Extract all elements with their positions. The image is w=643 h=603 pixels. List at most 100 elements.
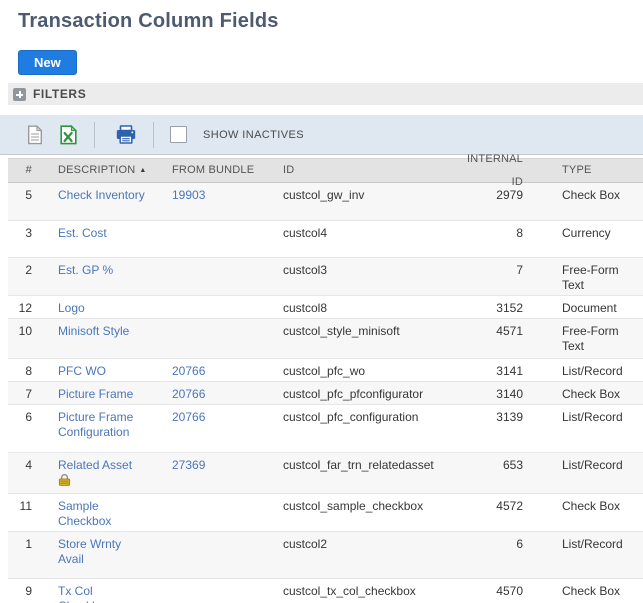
internal-id-cell: 3141	[496, 364, 523, 378]
csv-export-icon[interactable]	[27, 124, 43, 145]
expand-plus-icon[interactable]	[13, 87, 26, 101]
id-cell: custcol_pfc_pfconfigurator	[283, 387, 424, 401]
line-number: 7	[25, 387, 32, 401]
from-bundle-cell	[165, 532, 275, 539]
description-link[interactable]: Sample Checkbox	[58, 499, 112, 528]
id-cell: custcol3	[283, 263, 328, 277]
description-link[interactable]: Picture Frame Configuration	[58, 410, 134, 439]
type-cell: List/Record	[562, 410, 623, 424]
toolbar-separator	[94, 121, 95, 148]
from-bundle-cell	[165, 494, 275, 501]
description-cell: Check Inventory	[50, 183, 165, 205]
header-id[interactable]: ID	[283, 164, 295, 176]
internal-id-cell: 3140	[496, 387, 523, 401]
table-row: 10 Minisoft Style custcol_style_minisoft…	[8, 319, 643, 359]
table-row: 6 Picture Frame Configuration 20766 cust…	[8, 405, 643, 453]
header-from-bundle[interactable]: FROM BUNDLE	[172, 164, 255, 176]
description-cell: Picture Frame Configuration	[50, 405, 165, 442]
description-link[interactable]: PFC WO	[58, 364, 106, 378]
table-header-row: # DESCRIPTION ▲ FROM BUNDLE ID INTERNAL I…	[8, 153, 643, 188]
from-bundle-cell: 20766	[165, 359, 275, 381]
id-cell: custcol_style_minisoft	[283, 324, 400, 338]
bundle-link[interactable]: 27369	[172, 458, 206, 472]
description-cell: Sample Checkbox	[50, 494, 165, 531]
header-internal-id[interactable]: INTERNAL ID	[467, 152, 523, 188]
description-link[interactable]: Check Inventory	[58, 188, 145, 202]
description-link[interactable]: Minisoft Style	[58, 324, 130, 338]
description-cell: PFC WO	[50, 359, 165, 381]
description-cell: Picture Frame	[50, 382, 165, 404]
from-bundle-cell	[165, 258, 275, 265]
toolbar-separator	[153, 121, 154, 148]
line-number: 6	[25, 410, 32, 424]
table-row: 3 Est. Cost custcol4 8 Currency	[8, 221, 643, 258]
show-inactives-checkbox[interactable]	[170, 126, 187, 143]
from-bundle-cell	[165, 319, 275, 326]
line-number: 12	[18, 301, 32, 315]
id-cell: custcol_pfc_configuration	[283, 410, 419, 424]
type-cell: Currency	[562, 226, 611, 240]
line-number: 1	[25, 537, 32, 551]
line-number: 11	[19, 499, 32, 513]
type-cell: List/Record	[562, 537, 623, 551]
type-cell: List/Record	[562, 458, 623, 472]
description-cell: Logo	[50, 296, 165, 318]
id-cell: custcol_gw_inv	[283, 188, 365, 202]
internal-id-cell: 653	[502, 458, 523, 472]
from-bundle-cell	[165, 221, 275, 228]
bundle-link[interactable]: 20766	[172, 364, 206, 378]
type-cell: Check Box	[562, 584, 621, 598]
lock-icon	[58, 474, 146, 486]
printer-icon[interactable]	[116, 125, 136, 144]
type-cell: Document	[562, 301, 617, 315]
internal-id-cell: 4572	[496, 499, 523, 513]
line-number: 5	[25, 188, 32, 202]
description-link[interactable]: Est. GP %	[58, 263, 114, 277]
description-cell: Est. GP %	[50, 258, 165, 280]
description-link[interactable]: Est. Cost	[58, 226, 107, 240]
table-row: 12 Logo custcol8 3152 Document	[8, 296, 643, 319]
toolbar: SHOW INACTIVES	[0, 115, 643, 155]
filters-bar[interactable]: FILTERS	[8, 83, 643, 105]
bundle-link[interactable]: 20766	[172, 410, 206, 424]
table-row: 7 Picture Frame 20766 custcol_pfc_pfconf…	[8, 382, 643, 405]
description-link[interactable]: Related Asset	[58, 458, 133, 472]
transaction-column-fields-table: # DESCRIPTION ▲ FROM BUNDLE ID INTERNAL I…	[8, 153, 643, 603]
description-cell: Est. Cost	[50, 221, 165, 243]
new-button[interactable]: New	[18, 50, 77, 75]
description-link[interactable]: Tx Col Checkbox	[58, 584, 111, 603]
description-cell: Minisoft Style	[50, 319, 165, 341]
description-cell: Store Wrnty Avail	[50, 532, 165, 569]
line-number: 4	[25, 458, 32, 472]
internal-id-cell: 3139	[496, 410, 523, 424]
id-cell: custcol_sample_checkbox	[283, 499, 424, 513]
description-link[interactable]: Picture Frame	[58, 387, 134, 401]
type-cell: Check Box	[562, 188, 621, 202]
description-link[interactable]: Logo	[58, 301, 85, 315]
table-row: 11 Sample Checkbox custcol_sample_checkb…	[8, 494, 643, 532]
description-link[interactable]: Store Wrnty Avail	[58, 537, 122, 566]
from-bundle-cell	[165, 296, 275, 303]
show-inactives-label: SHOW INACTIVES	[203, 128, 304, 141]
id-cell: custcol_tx_col_checkbox	[283, 584, 416, 598]
line-number: 8	[25, 364, 32, 378]
line-number: 10	[18, 324, 32, 338]
filters-label: FILTERS	[33, 87, 87, 101]
bundle-link[interactable]: 20766	[172, 387, 206, 401]
header-type[interactable]: TYPE	[562, 164, 592, 176]
page-title: Transaction Column Fields	[18, 10, 279, 32]
from-bundle-cell	[165, 579, 275, 586]
id-cell: custcol2	[283, 537, 328, 551]
internal-id-cell: 4571	[496, 324, 523, 338]
from-bundle-cell: 27369	[165, 453, 275, 475]
table-row: 4 Related Asset 27369 custcol_far_trn_re…	[8, 453, 643, 494]
internal-id-cell: 7	[516, 263, 523, 277]
type-cell: Free-Form Text	[562, 324, 619, 353]
id-cell: custcol_far_trn_relatedasset	[283, 458, 434, 472]
excel-export-icon[interactable]	[60, 124, 77, 145]
header-description[interactable]: DESCRIPTION ▲	[58, 164, 147, 176]
bundle-link[interactable]: 19903	[172, 188, 206, 202]
internal-id-cell: 8	[516, 226, 523, 240]
id-cell: custcol_pfc_wo	[283, 364, 366, 378]
description-cell: Tx Col Checkbox	[50, 579, 165, 603]
